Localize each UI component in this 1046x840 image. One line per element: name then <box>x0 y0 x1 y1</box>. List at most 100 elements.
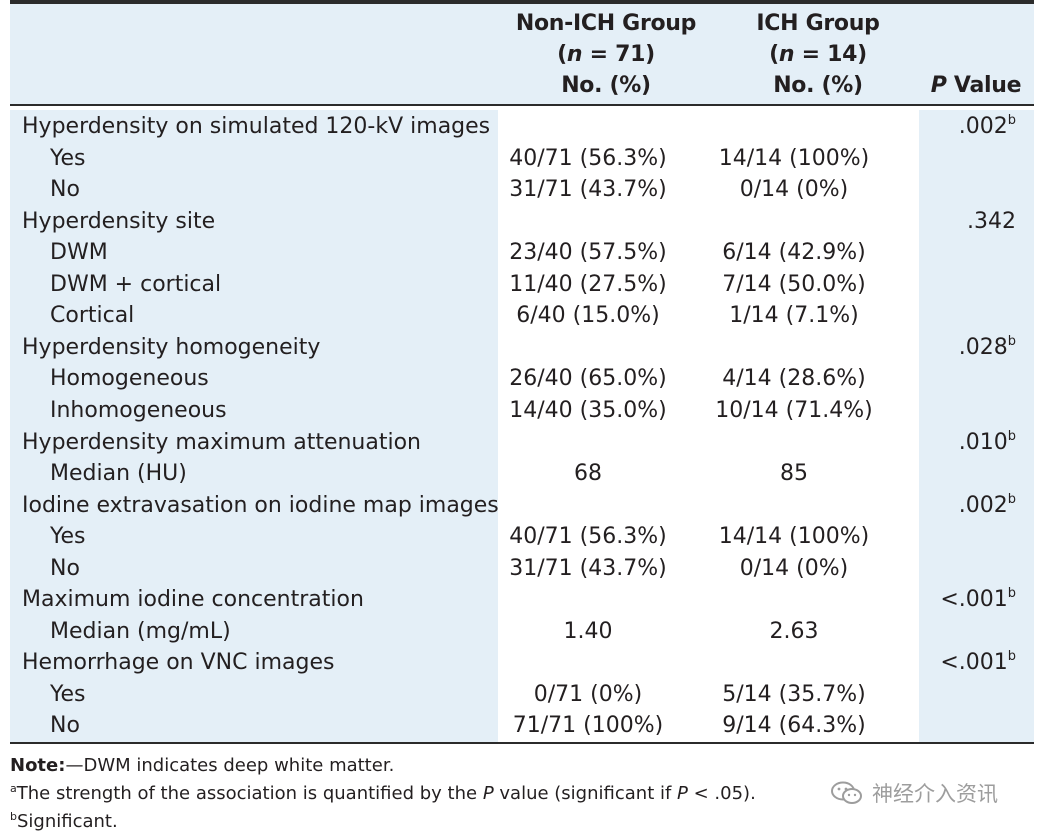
p-value-footnote-mark: b <box>1007 586 1016 602</box>
table-bottom-rule <box>10 742 1034 744</box>
table-category-row: Iodine extravasation on iodine map image… <box>0 490 1046 521</box>
cell-ich: 6/14 (42.9%) <box>722 240 866 266</box>
column-header-line: (n = 71) <box>557 42 655 67</box>
table-subrow: Cortical 6/40 (15.0%) 1/14 (7.1%) <box>0 300 1046 331</box>
cell-p-value: .002b <box>959 111 1016 142</box>
row-label: Median (HU) <box>50 461 187 487</box>
column-header-line: No. (%) <box>773 73 863 98</box>
cell-ich: 4/14 (28.6%) <box>722 366 866 392</box>
cell-ich: 85 <box>780 461 808 487</box>
p-value-footnote-mark: b <box>1007 428 1016 444</box>
p-value-text: <.001 <box>940 587 1008 613</box>
cell-ich: 10/14 (71.4%) <box>715 397 873 423</box>
row-label: Hemorrhage on VNC images <box>22 650 335 676</box>
cell-ich: 5/14 (35.7%) <box>722 681 866 707</box>
cell-non-ich: 68 <box>574 461 602 487</box>
footnote-b-mark: b <box>10 810 17 823</box>
table-subrow: DWM + cortical 11/40 (27.5%) 7/14 (50.0%) <box>0 269 1046 300</box>
table-subrow: DWM 23/40 (57.5%) 6/14 (42.9%) <box>0 237 1046 268</box>
p-value-footnote-mark: b <box>1007 113 1016 128</box>
table-category-row: Hemorrhage on VNC images <.001b <box>0 647 1046 678</box>
table-subrow: No 31/71 (43.7%) 0/14 (0%) <box>0 553 1046 584</box>
column-header-line: ICH Group <box>756 11 880 36</box>
table-subrow: Yes 0/71 (0%) 5/14 (35.7%) <box>0 679 1046 710</box>
header-shading <box>10 4 1034 104</box>
cell-p-value: <.001b <box>940 584 1016 615</box>
row-label: Maximum iodine concentration <box>22 587 364 613</box>
note-title: Note: <box>10 755 66 776</box>
table-subrow: Homogeneous 26/40 (65.0%) 4/14 (28.6%) <box>0 363 1046 394</box>
cell-ich: 9/14 (64.3%) <box>722 713 866 739</box>
cell-non-ich: 6/40 (15.0%) <box>516 303 660 329</box>
cell-p-value: .342 <box>967 206 1016 237</box>
p-value-footnote-mark: b <box>1007 491 1016 507</box>
column-header-line: P Value <box>930 73 1022 98</box>
table-top-rule <box>10 0 1034 4</box>
cell-p-value: .002b <box>959 490 1016 521</box>
table-category-row: Hyperdensity homogeneity .028b <box>0 332 1046 363</box>
table-category-row: Hyperdensity on simulated 120-kV images.… <box>0 111 1046 142</box>
cell-p-value: .028b <box>959 332 1016 363</box>
p-value-text: .002 <box>958 114 1008 139</box>
row-label: Yes <box>50 145 86 171</box>
footnote-b: bSignificant. <box>10 808 790 836</box>
column-header-ich: ICH Group (n = 14) No. (%) <box>712 8 924 101</box>
cell-ich: 0/14 (0%) <box>739 177 849 203</box>
table-subrow: No 31/71 (43.7%) 0/14 (0%) <box>0 174 1046 205</box>
cell-p-value: .010b <box>959 427 1016 458</box>
table-subrow: Inhomogeneous 14/40 (35.0%) 10/14 (71.4%) <box>0 395 1046 426</box>
cell-ich: 1/14 (7.1%) <box>729 303 859 329</box>
column-header-non-ich: Non-ICH Group (n = 71) No. (%) <box>500 8 712 101</box>
wechat-icon <box>831 781 862 804</box>
table-notes: Note:—DWM indicates deep white matter. a… <box>10 752 790 836</box>
row-label: Homogeneous <box>50 366 209 392</box>
watermark-text: 神经介入资讯 <box>872 782 998 806</box>
header-rule <box>10 104 1034 106</box>
p-value-footnote-mark: b <box>1007 333 1016 349</box>
watermark: 神经介入资讯 <box>830 778 998 808</box>
cell-non-ich: 14/40 (35.0%) <box>509 397 667 423</box>
column-header-p-value: P Value <box>922 70 1030 101</box>
table-subrow: Yes 40/71 (56.3%) 14/14 (100%) <box>0 521 1046 552</box>
cell-non-ich: 0/71 (0%) <box>533 681 643 707</box>
row-label: No <box>50 555 80 581</box>
cell-ich: 14/14 (100%) <box>718 145 870 171</box>
table-category-row: Hyperdensity maximum attenuation .010b <box>0 427 1046 458</box>
table-category-row: Maximum iodine concentration <.001b <box>0 584 1046 615</box>
row-label: Hyperdensity homogeneity <box>22 334 321 360</box>
row-label: Yes <box>50 524 86 550</box>
table-subrow: Median (HU) 68 85 <box>0 458 1046 489</box>
column-header-line: Non-ICH Group <box>515 11 697 36</box>
p-value-text: .010 <box>958 429 1008 455</box>
table-subrow: Yes 40/71 (56.3%) 14/14 (100%) <box>0 143 1046 174</box>
table-category-row: Hyperdensity site .342 <box>0 206 1046 237</box>
cell-non-ich: 26/40 (65.0%) <box>509 366 667 392</box>
column-header-line: (n = 14) <box>769 42 867 67</box>
table-subrow: Median (mg/mL) 1.40 2.63 <box>0 616 1046 647</box>
label-column-shading <box>10 110 498 742</box>
cell-ich: 2.63 <box>769 618 819 644</box>
cell-non-ich: 1.40 <box>563 618 613 644</box>
row-label: Median (mg/mL) <box>50 618 231 644</box>
row-label: Inhomogeneous <box>50 397 227 423</box>
row-label: Cortical <box>50 303 135 329</box>
p-value-text: .028 <box>958 334 1008 360</box>
row-label: Hyperdensity maximum attenuation <box>22 429 421 455</box>
row-label: Hyperdensity site <box>22 208 216 234</box>
row-label: No <box>50 177 80 203</box>
row-label: DWM <box>50 240 108 266</box>
cell-non-ich: 31/71 (43.7%) <box>509 177 667 203</box>
cell-ich: 7/14 (50.0%) <box>722 271 866 297</box>
p-value-text: .002 <box>958 492 1008 518</box>
note-text: —DWM indicates deep white matter. <box>65 755 395 776</box>
row-label: Iodine extravasation on iodine map image… <box>22 492 499 518</box>
cell-non-ich: 40/71 (56.3%) <box>509 145 667 171</box>
footnote-a-text: The strength of the association is quant… <box>16 783 756 804</box>
p-value-text: .342 <box>967 208 1016 234</box>
cell-p-value: <.001b <box>940 647 1016 678</box>
cell-non-ich: 23/40 (57.5%) <box>509 240 667 266</box>
p-value-text: <.001 <box>940 650 1008 676</box>
row-label: DWM + cortical <box>50 271 222 297</box>
table-subrow: No 71/71 (100%) 9/14 (64.3%) <box>0 710 1046 741</box>
